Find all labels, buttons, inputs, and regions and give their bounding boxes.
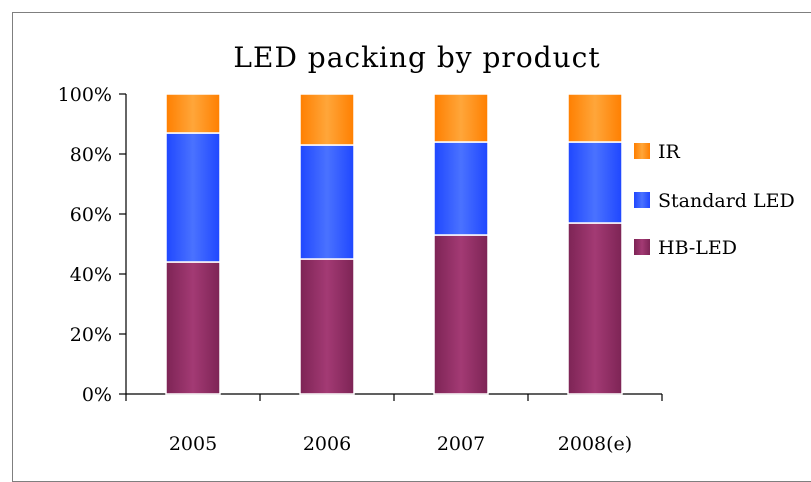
legend-label: HB-LED [658, 237, 737, 259]
x-tick-label: 2008(e) [558, 433, 632, 455]
y-tick-label: 100% [58, 84, 112, 106]
y-tick-label: 60% [70, 204, 112, 226]
legend-swatch-standard-led [634, 192, 650, 208]
x-tick-label: 2006 [303, 433, 351, 455]
x-tick-label: 2005 [169, 433, 217, 455]
bar-ir-2008-e- [567, 93, 623, 143]
bar-ir-2007 [433, 93, 489, 143]
y-tick-label: 80% [70, 144, 112, 166]
chart: LED packing by product 0% 20% 40% 60% 80% 100… [58, 41, 795, 455]
bar-hb-led-2008-e- [567, 222, 623, 395]
bar-hb-led-2007 [433, 234, 489, 395]
bars [165, 93, 623, 395]
bar-standard-led-2006 [299, 144, 355, 260]
y-tick-labels: 0% 20% 40% 60% 80% 100% [58, 84, 112, 406]
legend-swatch-hb-led [634, 239, 650, 255]
bar-standard-led-2008-e- [567, 141, 623, 224]
x-tick-labels: 2005 2006 2007 2008(e) [169, 433, 632, 455]
bar-ir-2006 [299, 93, 355, 146]
y-tick-label: 0% [82, 384, 112, 406]
chart-frame [12, 12, 811, 482]
bar-ir-2005 [165, 93, 221, 134]
bar-hb-led-2006 [299, 258, 355, 395]
legend-label: Standard LED [658, 190, 795, 212]
bar-hb-led-2005 [165, 261, 221, 395]
chart-title: LED packing by product [233, 41, 600, 74]
y-tick-label: 20% [70, 324, 112, 346]
x-tick-label: 2007 [437, 433, 485, 455]
bar-standard-led-2005 [165, 132, 221, 263]
legend-label: IR [658, 141, 681, 163]
bar-standard-led-2007 [433, 141, 489, 236]
y-tick-label: 40% [70, 264, 112, 286]
legend-swatch-ir [634, 143, 650, 159]
legend: IR Standard LED HB-LED [634, 141, 795, 259]
